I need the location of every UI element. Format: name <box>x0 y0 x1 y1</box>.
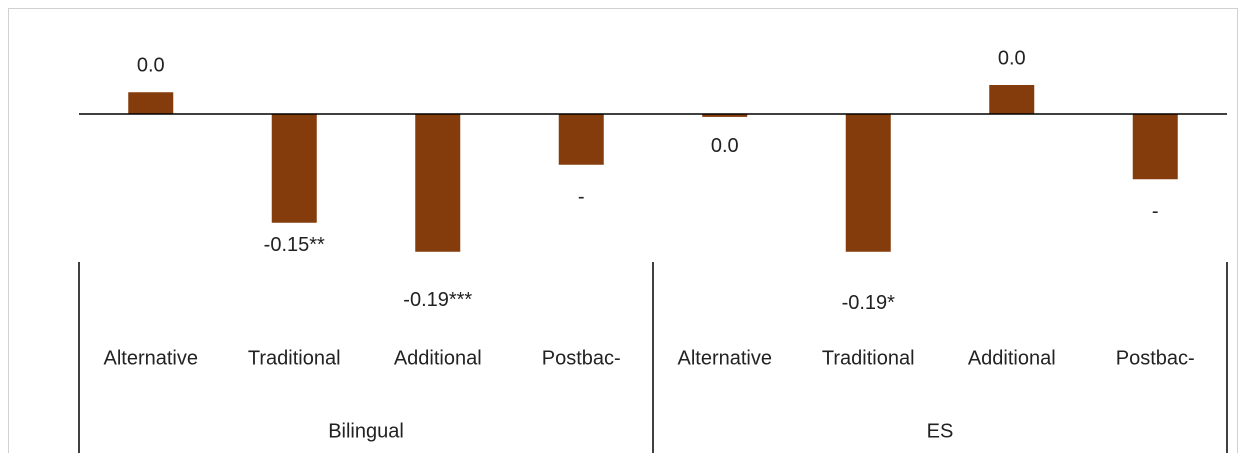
data-label: 0.0 <box>711 135 739 157</box>
data-label: - <box>578 186 585 208</box>
group-label: Bilingual <box>328 420 404 442</box>
bar <box>989 85 1035 114</box>
bar <box>271 114 317 223</box>
chart-frame <box>8 8 1238 453</box>
data-label: 0.0 <box>998 47 1026 69</box>
x-tick-label: Alternative <box>104 347 199 369</box>
x-tick-label: Postbac- <box>1116 347 1195 369</box>
data-label: -0.15** <box>264 234 325 256</box>
bar <box>415 114 461 252</box>
x-tick-label: Postbac- <box>542 347 621 369</box>
bar <box>845 114 891 252</box>
x-tick-label: Traditional <box>248 347 341 369</box>
bar <box>128 92 174 114</box>
bar <box>1132 114 1178 180</box>
x-tick-label: Traditional <box>822 347 915 369</box>
data-label: -0.19* <box>842 292 896 314</box>
data-label: - <box>1152 201 1159 223</box>
data-label: 0.0 <box>137 55 165 77</box>
bar <box>702 114 748 117</box>
data-label: -0.19*** <box>403 289 472 311</box>
group-label: ES <box>927 420 954 442</box>
x-tick-label: Additional <box>394 347 482 369</box>
x-tick-label: Additional <box>968 347 1056 369</box>
x-tick-label: Alternative <box>678 347 773 369</box>
bar <box>558 114 604 165</box>
